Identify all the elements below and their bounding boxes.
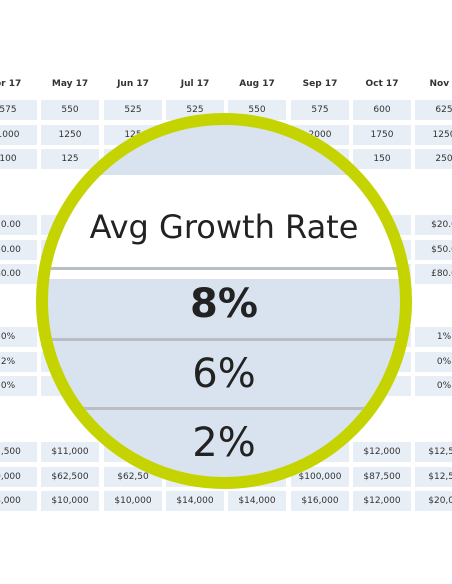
- cell: 0%: [415, 376, 452, 396]
- growth-rate: 8%: [190, 281, 258, 327]
- cell: $10,000: [104, 491, 162, 511]
- cell: $20.0: [415, 215, 452, 235]
- cell: $10,000: [41, 491, 99, 511]
- column-header: Sep 17: [302, 79, 338, 89]
- cell: $87,500: [353, 466, 411, 487]
- divider: [48, 338, 400, 341]
- cell: 150: [353, 149, 411, 169]
- cell: $100,000: [291, 466, 349, 487]
- magnifier-title: Avg Growth Rate: [48, 175, 400, 279]
- cell: 550: [41, 100, 99, 120]
- column-header: Jul 17: [180, 79, 210, 89]
- column-header: Oct 17: [365, 79, 399, 89]
- divider: [48, 267, 400, 270]
- growth-rate: 6%: [192, 351, 256, 397]
- cell: $12,000: [353, 491, 411, 511]
- divider: [48, 407, 400, 410]
- column-header: Aug 17: [239, 79, 275, 89]
- cell: 1%: [415, 327, 452, 347]
- cell: 1,500: [0, 442, 37, 462]
- cell: $11,000: [41, 442, 99, 462]
- column-header: May 17: [51, 79, 89, 89]
- cell: 1250: [415, 124, 452, 145]
- column-header: Nov 1: [429, 79, 452, 89]
- cell: £80.0: [415, 264, 452, 284]
- cell: 1000: [0, 124, 37, 145]
- cell: $14,000: [228, 491, 286, 511]
- cell: $12,50: [415, 442, 452, 462]
- cell: 2%: [0, 351, 37, 372]
- cell: 525: [104, 100, 162, 120]
- cell: $20,00: [415, 491, 452, 511]
- cell: 1250: [41, 124, 99, 145]
- cell: $50.0: [415, 239, 452, 260]
- cell: 100: [0, 149, 37, 169]
- cell: 8,000: [0, 491, 37, 511]
- cell: 50.00: [0, 239, 37, 260]
- cell: 0%: [0, 376, 37, 396]
- cell: 1750: [353, 124, 411, 145]
- cell: 250: [415, 149, 452, 169]
- cell: 575: [291, 100, 349, 120]
- cell: 600: [353, 100, 411, 120]
- cell: 0%: [0, 327, 37, 347]
- cell: 20.00: [0, 215, 37, 235]
- cell: 0%: [415, 351, 452, 372]
- cell: 575: [0, 100, 37, 120]
- cell: $14,000: [166, 491, 224, 511]
- cell: $16,000: [291, 491, 349, 511]
- column-header: Jun 17: [117, 79, 149, 89]
- cell: $12,000: [353, 442, 411, 462]
- cell: $12,50: [415, 466, 452, 487]
- cell: 125: [41, 149, 99, 169]
- cell: 0,000: [0, 466, 37, 487]
- cell: 80.00: [0, 264, 37, 284]
- cell: $62,500: [41, 466, 99, 487]
- magnifier: Avg Growth Rate 8% 6% 2%: [36, 113, 412, 489]
- growth-rate: 2%: [192, 420, 256, 466]
- column-header: pr 17: [0, 79, 22, 89]
- cell: 625: [415, 100, 452, 120]
